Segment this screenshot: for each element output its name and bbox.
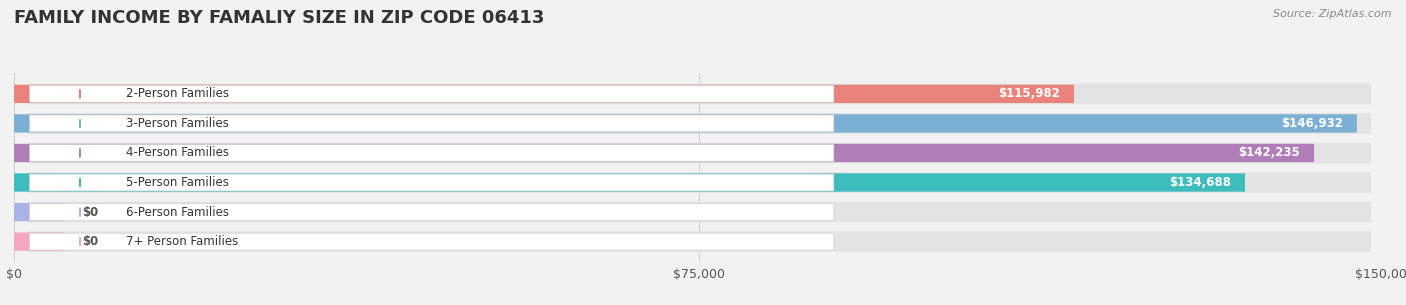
FancyBboxPatch shape bbox=[14, 203, 65, 221]
FancyBboxPatch shape bbox=[14, 85, 1074, 103]
FancyBboxPatch shape bbox=[30, 233, 834, 250]
Text: FAMILY INCOME BY FAMALIY SIZE IN ZIP CODE 06413: FAMILY INCOME BY FAMALIY SIZE IN ZIP COD… bbox=[14, 9, 544, 27]
Text: $0: $0 bbox=[83, 235, 98, 248]
FancyBboxPatch shape bbox=[28, 202, 1371, 222]
FancyBboxPatch shape bbox=[30, 174, 834, 191]
FancyBboxPatch shape bbox=[30, 85, 834, 102]
FancyBboxPatch shape bbox=[14, 232, 65, 251]
FancyBboxPatch shape bbox=[28, 231, 1371, 252]
Text: $146,932: $146,932 bbox=[1281, 117, 1343, 130]
FancyBboxPatch shape bbox=[14, 173, 1244, 192]
FancyBboxPatch shape bbox=[28, 143, 1371, 163]
Text: $115,982: $115,982 bbox=[998, 88, 1060, 100]
FancyBboxPatch shape bbox=[30, 204, 834, 221]
FancyBboxPatch shape bbox=[14, 114, 1357, 133]
Text: $134,688: $134,688 bbox=[1170, 176, 1232, 189]
Text: Source: ZipAtlas.com: Source: ZipAtlas.com bbox=[1274, 9, 1392, 19]
Text: 3-Person Families: 3-Person Families bbox=[125, 117, 228, 130]
Text: $142,235: $142,235 bbox=[1239, 146, 1301, 160]
FancyBboxPatch shape bbox=[28, 113, 1371, 134]
FancyBboxPatch shape bbox=[28, 172, 1371, 193]
Text: 2-Person Families: 2-Person Families bbox=[125, 88, 229, 100]
FancyBboxPatch shape bbox=[30, 145, 834, 161]
FancyBboxPatch shape bbox=[30, 115, 834, 132]
Text: 7+ Person Families: 7+ Person Families bbox=[125, 235, 238, 248]
Text: 6-Person Families: 6-Person Families bbox=[125, 206, 229, 219]
Text: 5-Person Families: 5-Person Families bbox=[125, 176, 228, 189]
FancyBboxPatch shape bbox=[28, 84, 1371, 104]
Text: $0: $0 bbox=[83, 206, 98, 219]
Text: 4-Person Families: 4-Person Families bbox=[125, 146, 229, 160]
FancyBboxPatch shape bbox=[14, 144, 1315, 162]
